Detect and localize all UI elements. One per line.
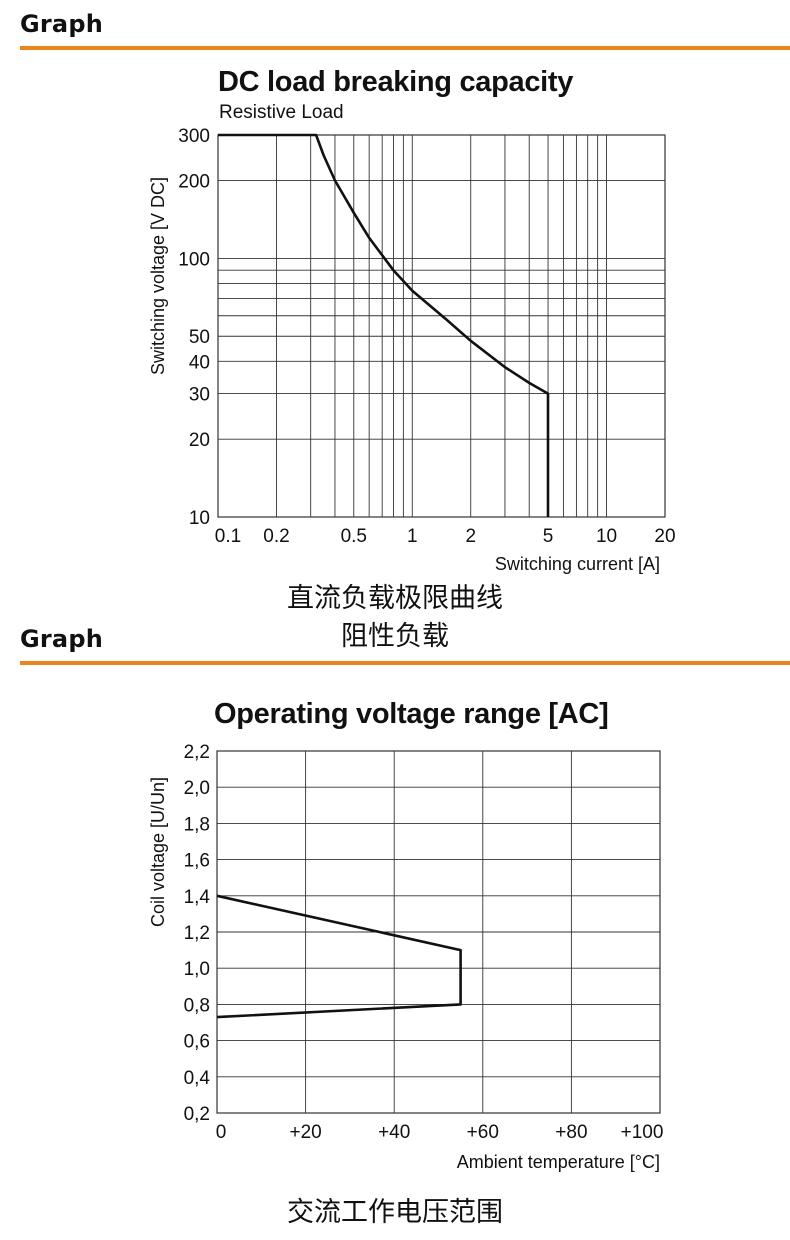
chart2-x-tick-label: +20	[289, 1122, 321, 1143]
chart1-y-tick-label: 20	[189, 430, 210, 451]
chart2-y-tick-label: 2,0	[184, 778, 210, 799]
chart2-x-tick-label: +40	[378, 1122, 410, 1143]
chart2-x-tick-label: 0	[216, 1122, 227, 1143]
chart1-caption-line1: 直流负载极限曲线	[287, 583, 503, 614]
chart1-x-tick-label: 20	[654, 526, 675, 547]
chart1-y-tick-label: 30	[189, 385, 210, 406]
chart1-x-tick-label: 2	[465, 526, 476, 547]
chart2-y-tick-label: 0,8	[184, 995, 210, 1016]
chart1-y-tick-label: 50	[189, 327, 210, 348]
chart2-series-line	[216, 894, 462, 1019]
section-header-graph-2: Graph	[20, 625, 103, 653]
chart1-x-tick-label: 10	[596, 526, 617, 547]
chart2-title: Operating voltage range [AC]	[214, 698, 609, 730]
chart1-y-tick-label: 10	[189, 508, 210, 529]
chart1-y-tick-label: 300	[178, 126, 210, 147]
chart2-y-tick-label: 0,2	[184, 1104, 210, 1125]
chart2-y-tick-label: 1,2	[184, 923, 210, 944]
chart2-y-tick-label: 1,0	[184, 959, 210, 980]
chart1-x-axis-label: Switching current [A]	[495, 554, 660, 574]
chart1-x-tick-label: 0.1	[215, 526, 241, 547]
chart2-y-tick-label: 2,2	[184, 742, 210, 763]
chart1-y-tick-label: 200	[178, 172, 210, 193]
chart1-caption-line2: 阻性负载	[341, 621, 449, 652]
chart2-x-tick-label: +100	[621, 1122, 664, 1143]
chart1-x-tick-label: 0.5	[341, 526, 367, 547]
chart2-x-tick-label: +80	[555, 1122, 587, 1143]
chart2-caption: 交流工作电压范围	[287, 1197, 503, 1228]
chart1-series-line	[218, 133, 550, 517]
chart1-y-tick-label: 40	[189, 352, 210, 373]
chart1-subtitle: Resistive Load	[219, 102, 344, 123]
chart2-y-tick-label: 1,8	[184, 814, 210, 835]
chart1-y-tick-label: 100	[178, 249, 210, 270]
chart2-y-tick-label: 0,4	[184, 1068, 211, 1089]
chart2-x-axis-label: Ambient temperature [°C]	[457, 1152, 660, 1172]
chart1-x-tick-label: 0.2	[263, 526, 289, 547]
chart1-title: DC load breaking capacity	[218, 66, 574, 98]
chart1-plot-frame	[217, 134, 666, 518]
chart2-y-tick-label: 1,4	[184, 887, 211, 908]
section-header-graph-1: Graph	[20, 10, 103, 38]
chart1-x-tick-label: 1	[407, 526, 418, 547]
section-rule-1	[20, 46, 790, 50]
chart2-x-tick-label: +60	[467, 1122, 499, 1143]
chart2-y-tick-label: 1,6	[184, 851, 210, 872]
chart1-y-axis-label: Switching voltage [V DC]	[148, 177, 168, 375]
chart2-y-axis-label: Coil voltage [U/Un]	[148, 777, 168, 927]
chart1-x-tick-label: 5	[543, 526, 554, 547]
section-rule-2	[20, 661, 790, 665]
chart2-y-tick-label: 0,6	[184, 1032, 210, 1053]
